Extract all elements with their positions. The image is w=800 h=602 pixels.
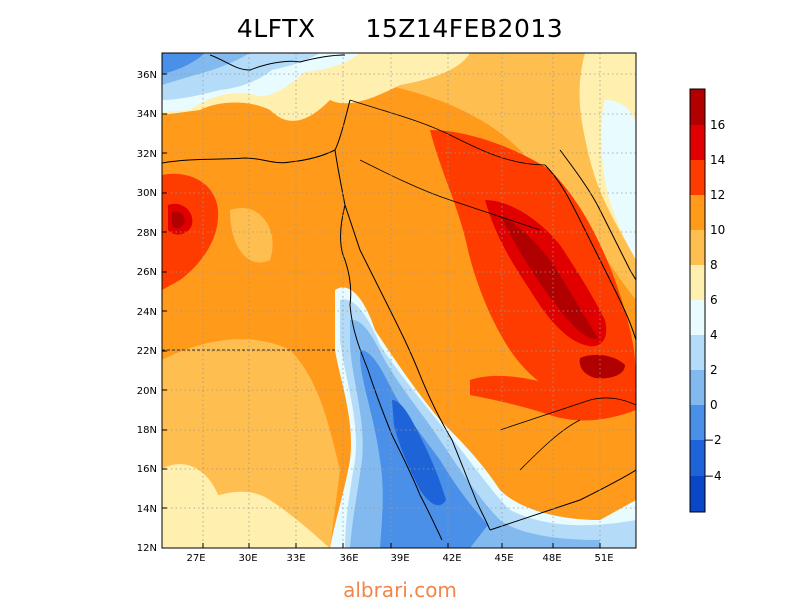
- field-blue-dark-north: [162, 53, 205, 74]
- colorbar-labels: 16 14 12 10 8 6 4 2 0 −2 −4: [704, 118, 725, 483]
- coastlines: [162, 54, 636, 541]
- field-cyan-east: [601, 100, 636, 260]
- lat-tick-label: 22N: [137, 346, 157, 357]
- site-watermark: albrari.com: [343, 578, 457, 602]
- lat-tick-labels: 12N 14N 16N 18N 20N 22N 24N 26N 28N 30N …: [137, 70, 157, 554]
- lat-tick-label: 26N: [137, 267, 157, 278]
- contour-field: [162, 53, 636, 548]
- yemen-border: [499, 397, 636, 431]
- gridlines: [162, 53, 636, 548]
- red-sea-west-coast: [340, 204, 443, 541]
- lon-tick-label: 42E: [442, 553, 461, 564]
- lat-tick-label: 14N: [137, 504, 157, 515]
- lon-tick-label: 36E: [339, 553, 358, 564]
- borders: [162, 99, 636, 471]
- lat-tick-label: 16N: [137, 464, 157, 475]
- lon-tick-labels: 27E 30E 33E 36E 39E 42E 45E 48E 51E: [186, 553, 613, 564]
- field-dark-red-core: [500, 215, 598, 339]
- field-cream-west-edge: [162, 464, 220, 520]
- colorbar: 16 14 12 10 8 6 4 2 0 −2 −4: [689, 88, 725, 513]
- title-time: 15Z14FEB2013: [365, 14, 564, 43]
- lat-tick-label: 18N: [137, 425, 157, 436]
- red-sea-east-coast: [334, 149, 491, 531]
- field-light-orange-egypt: [230, 208, 273, 263]
- map-title: 4LFTX 15Z14FEB2013: [0, 14, 800, 43]
- lat-tick-label: 30N: [137, 188, 157, 199]
- lon-tick-label: 30E: [238, 553, 257, 564]
- gulf-west-coast: [544, 164, 636, 341]
- colorbar-label: 2: [710, 363, 718, 377]
- field-orange-red-south: [470, 375, 636, 421]
- colorbar-swatch: [690, 300, 705, 335]
- colorbar-label: 16: [710, 118, 725, 132]
- title-variable: 4LFTX: [236, 14, 316, 43]
- colorbar-swatch: [690, 195, 705, 230]
- field-dark-red-libya: [172, 211, 185, 229]
- colorbar-frame: [689, 88, 706, 513]
- colorbar-label: 8: [710, 258, 718, 272]
- colorbar-label: 12: [710, 188, 725, 202]
- colorbar-swatch: [690, 370, 705, 405]
- lat-tick-label: 34N: [137, 109, 157, 120]
- lat-tick-label: 28N: [137, 228, 157, 239]
- lat-tick-label: 12N: [137, 543, 157, 554]
- turkey-coast: [209, 54, 346, 71]
- lon-tick-label: 39E: [390, 553, 409, 564]
- lat-tick-label: 24N: [137, 307, 157, 318]
- colorbar-swatch: [690, 160, 705, 195]
- tick-marks: [162, 73, 601, 548]
- plot-frame: [161, 52, 637, 549]
- lat-tick-label: 20N: [137, 386, 157, 397]
- colorbar-swatch: [690, 476, 705, 512]
- colorbar-label: 14: [710, 153, 725, 167]
- colorbar-swatch: [690, 125, 705, 160]
- colorbar-label: 10: [710, 223, 725, 237]
- colorbar-swatch: [690, 89, 705, 125]
- lon-tick-label: 27E: [186, 553, 205, 564]
- colorbar-swatch: [690, 265, 705, 300]
- colorbar-swatch: [690, 335, 705, 370]
- colorbar-label: 4: [710, 328, 718, 342]
- colorbar-swatch: [690, 440, 705, 476]
- field-dark-red-core-south: [579, 354, 625, 379]
- colorbar-label: −4: [704, 469, 722, 483]
- field-cream-southwest: [162, 491, 330, 548]
- field-blue-darkest-redsea: [392, 400, 446, 506]
- lon-tick-label: 51E: [594, 553, 613, 564]
- jordan-saudi-border: [359, 159, 541, 231]
- lat-tick-label: 36N: [137, 70, 157, 81]
- colorbar-swatch: [690, 230, 705, 265]
- syria-iraq-border: [349, 99, 546, 166]
- mediterranean-coast: [162, 99, 351, 164]
- lat-tick-label: 32N: [137, 149, 157, 160]
- arabian-south-coast: [489, 469, 636, 531]
- colorbar-swatch: [690, 405, 705, 440]
- colorbar-label: 6: [710, 293, 718, 307]
- colorbar-label: 0: [710, 398, 718, 412]
- gulf-east-coast: [559, 149, 636, 281]
- lon-tick-label: 48E: [542, 553, 561, 564]
- lon-tick-label: 33E: [286, 553, 305, 564]
- lon-tick-label: 45E: [494, 553, 513, 564]
- oman-border: [519, 419, 581, 471]
- colorbar-label: −2: [704, 433, 722, 447]
- field-light-orange-north: [162, 53, 636, 240]
